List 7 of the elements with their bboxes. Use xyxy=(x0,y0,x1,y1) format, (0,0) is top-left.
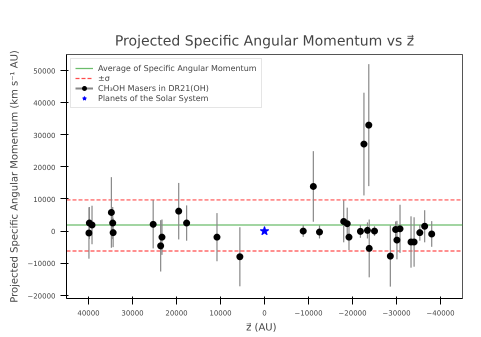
legend-label: ±σ xyxy=(98,73,111,83)
legend-label: Average of Specific Angular Momentum xyxy=(98,63,257,73)
legend-label: Planets of the Solar System xyxy=(98,93,208,103)
x-axis-title: z⃗ (AU) xyxy=(246,322,277,334)
y-axis-title: Projected Specific Angular Momentum (km s⁻¹ AU) xyxy=(9,50,20,303)
legend-label: CH₃OH Masers in DR21(OH) xyxy=(98,83,209,93)
chart-title: Projected Specific Angular Momentum vs z⃗ xyxy=(114,34,414,50)
